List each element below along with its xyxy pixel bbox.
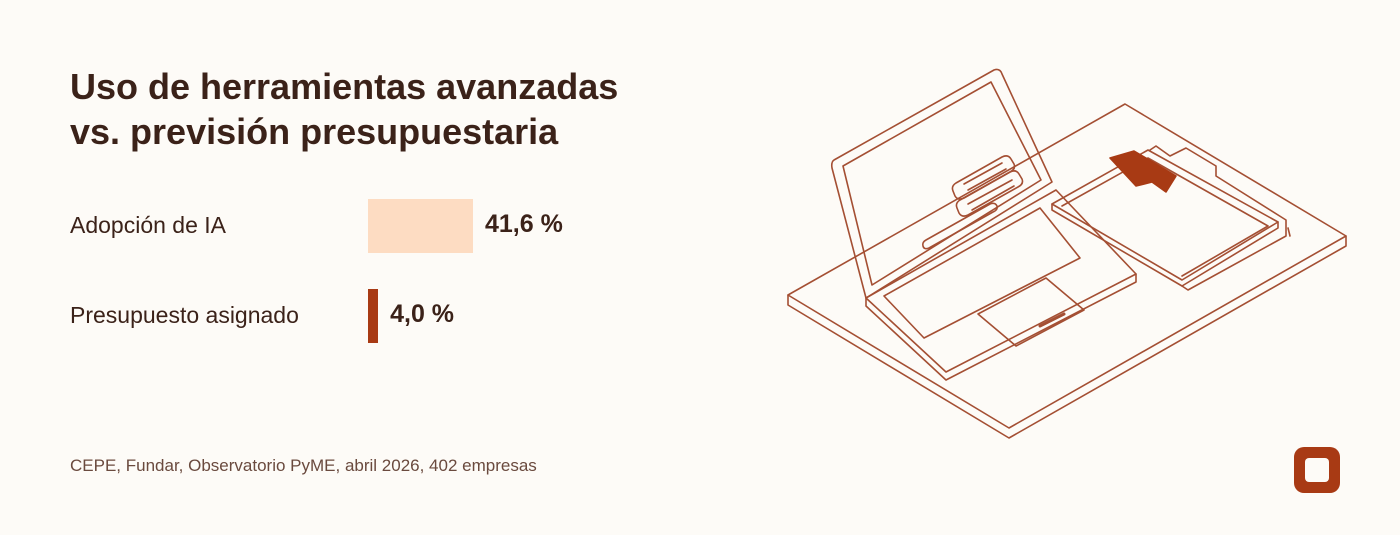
value-label: 4,0 %	[390, 300, 455, 328]
laptop-trackpad	[977, 277, 1085, 347]
laptop-screen	[842, 81, 1042, 286]
source-note: CEPE, Fundar, Observatorio PyME, abril 2…	[70, 456, 537, 475]
bar-chart: Adopción de IA 41,6 % Presupuesto asignado…	[0, 0, 760, 420]
laptop-keyboard	[883, 207, 1081, 339]
desk-top	[787, 103, 1347, 429]
chat-bubble-top	[951, 155, 1016, 200]
title-line-2: vs. previsión presupuestaria	[70, 111, 559, 152]
category-label: Adopción de IA	[70, 212, 227, 238]
laptop-notch	[1038, 312, 1066, 328]
desk-edge	[787, 235, 1347, 439]
folder-back	[1149, 145, 1287, 291]
folder-edge	[1051, 203, 1279, 287]
laptop-and-folder-icon	[787, 68, 1347, 439]
category-label: Presupuesto asignado	[70, 302, 299, 328]
laptop-lid	[830, 68, 1053, 299]
chat-bubble-bottom	[955, 170, 1024, 217]
brand-logo-icon	[1294, 447, 1340, 493]
bar	[368, 199, 473, 253]
chart-title: Uso de herramientas avanzadas vs. previs…	[70, 64, 618, 154]
laptop-base	[865, 189, 1137, 373]
laptop-base-edge	[865, 273, 1137, 381]
chat-input-bar	[922, 202, 998, 250]
bookmark-ribbon	[1109, 150, 1177, 193]
bar	[368, 289, 379, 343]
value-label: 41,6 %	[485, 210, 563, 238]
folder-inner	[1061, 157, 1269, 277]
title-line-1: Uso de herramientas avanzadas	[70, 66, 619, 107]
